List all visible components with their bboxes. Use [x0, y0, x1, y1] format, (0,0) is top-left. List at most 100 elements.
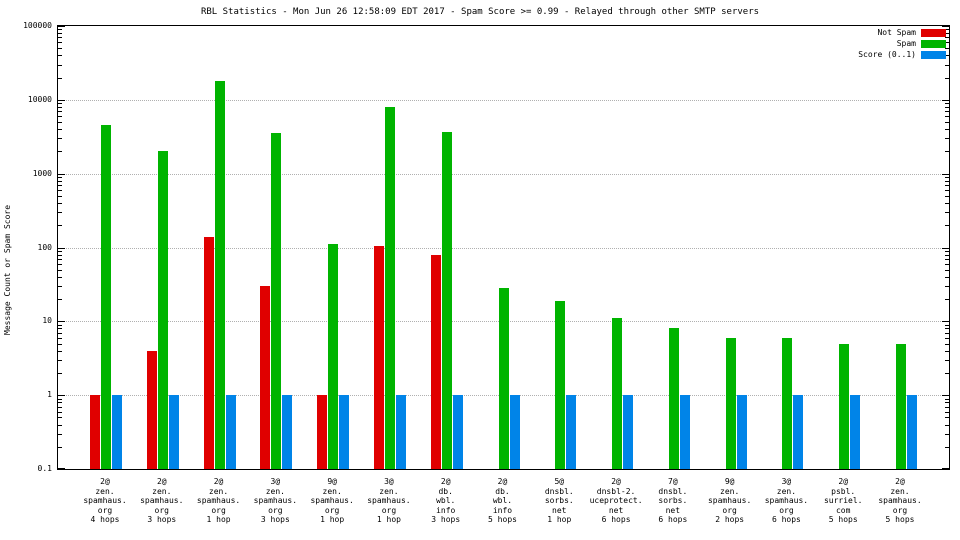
- axis-minor-tick: [945, 402, 949, 404]
- bar-spam: [896, 343, 906, 469]
- axis-minor-tick: [945, 103, 949, 105]
- axis-minor-tick: [945, 212, 949, 214]
- axis-tick: [942, 173, 949, 175]
- axis-tick: [942, 247, 949, 249]
- axis-minor-tick: [945, 328, 949, 330]
- axis-minor-tick: [58, 254, 62, 256]
- axis-minor-tick: [58, 195, 62, 197]
- axis-minor-tick: [945, 111, 949, 113]
- bar-score-0-1: [112, 395, 122, 469]
- axis-minor-tick: [58, 372, 62, 374]
- x-tick-label: 9@ zen. spamhaus. org 2 hops: [707, 477, 752, 524]
- axis-minor-tick: [58, 258, 62, 260]
- axis-minor-tick: [58, 263, 62, 265]
- legend-swatch: [921, 50, 946, 59]
- axis-minor-tick: [58, 37, 62, 39]
- axis-minor-tick: [945, 350, 949, 352]
- axis-minor-tick: [945, 180, 949, 182]
- axis-minor-tick: [945, 446, 949, 448]
- legend-swatch: [921, 39, 946, 48]
- bar-spam: [669, 328, 679, 469]
- axis-minor-tick: [58, 398, 62, 400]
- x-tick-label: 9@ zen. spamhaus. org 1 hop: [310, 477, 354, 524]
- axis-minor-tick: [58, 343, 62, 345]
- x-tick-label: 3@ zen. spamhaus. org 6 hops: [764, 477, 809, 524]
- axis-minor-tick: [58, 177, 62, 179]
- axis-tick: [58, 395, 65, 397]
- axis-minor-tick: [945, 424, 949, 426]
- bar-not-spam: [90, 395, 100, 469]
- legend: Not Spam Spam Score (0..1): [858, 27, 946, 60]
- axis-minor-tick: [945, 225, 949, 227]
- axis-minor-tick: [945, 29, 949, 31]
- bar-score-0-1: [169, 395, 179, 469]
- axis-minor-tick: [58, 402, 62, 404]
- axis-tick: [58, 99, 65, 101]
- bar-spam: [328, 244, 338, 469]
- bar-not-spam: [147, 350, 157, 469]
- axis-minor-tick: [945, 116, 949, 118]
- axis-tick: [58, 247, 65, 249]
- bar-not-spam: [431, 254, 441, 469]
- axis-minor-tick: [945, 195, 949, 197]
- x-tick-label: 3@ zen. spamhaus. org 3 hops: [253, 477, 298, 524]
- axis-minor-tick: [945, 129, 949, 131]
- axis-minor-tick: [58, 424, 62, 426]
- axis-tick: [58, 321, 65, 323]
- bar-not-spam: [317, 395, 327, 469]
- bar-not-spam: [204, 236, 214, 469]
- axis-tick: [942, 468, 949, 469]
- axis-tick: [58, 468, 65, 469]
- bar-spam: [101, 125, 111, 469]
- axis-minor-tick: [945, 286, 949, 288]
- axis-minor-tick: [58, 411, 62, 413]
- axis-tick: [942, 321, 949, 323]
- axis-minor-tick: [945, 359, 949, 361]
- axis-minor-tick: [58, 33, 62, 35]
- plot-area: [57, 25, 950, 470]
- axis-minor-tick: [58, 406, 62, 408]
- axis-minor-tick: [945, 138, 949, 140]
- axis-minor-tick: [945, 48, 949, 50]
- axis-minor-tick: [945, 250, 949, 252]
- axis-minor-tick: [58, 116, 62, 118]
- axis-minor-tick: [58, 332, 62, 334]
- axis-minor-tick: [58, 359, 62, 361]
- axis-minor-tick: [58, 286, 62, 288]
- axis-minor-tick: [58, 276, 62, 278]
- gridline: [58, 99, 949, 101]
- axis-minor-tick: [58, 103, 62, 105]
- bar-spam: [612, 318, 622, 469]
- legend-label: Spam: [896, 39, 916, 48]
- axis-minor-tick: [945, 343, 949, 345]
- chart-title: RBL Statistics - Mon Jun 26 12:58:09 EDT…: [200, 7, 760, 17]
- axis-minor-tick: [58, 29, 62, 31]
- legend-item: Score (0..1): [858, 49, 946, 60]
- axis-minor-tick: [58, 299, 62, 301]
- axis-minor-tick: [58, 106, 62, 108]
- axis-minor-tick: [58, 250, 62, 252]
- axis-minor-tick: [945, 33, 949, 35]
- axis-minor-tick: [945, 122, 949, 124]
- axis-minor-tick: [945, 263, 949, 265]
- bar-score-0-1: [453, 395, 463, 469]
- axis-minor-tick: [58, 350, 62, 352]
- axis-minor-tick: [58, 138, 62, 140]
- axis-minor-tick: [945, 42, 949, 44]
- axis-minor-tick: [58, 446, 62, 448]
- axis-tick: [58, 173, 65, 175]
- bar-spam: [555, 300, 565, 469]
- bar-not-spam: [374, 245, 384, 469]
- axis-minor-tick: [58, 77, 62, 79]
- y-tick-label: 1: [47, 390, 52, 400]
- legend-swatch: [921, 28, 946, 37]
- bar-spam: [726, 337, 736, 469]
- axis-minor-tick: [945, 55, 949, 57]
- axis-minor-tick: [945, 417, 949, 419]
- axis-minor-tick: [945, 299, 949, 301]
- bar-spam: [782, 337, 792, 469]
- bar-score-0-1: [737, 395, 747, 469]
- y-tick-label: 0.1: [37, 464, 52, 473]
- axis-minor-tick: [58, 111, 62, 113]
